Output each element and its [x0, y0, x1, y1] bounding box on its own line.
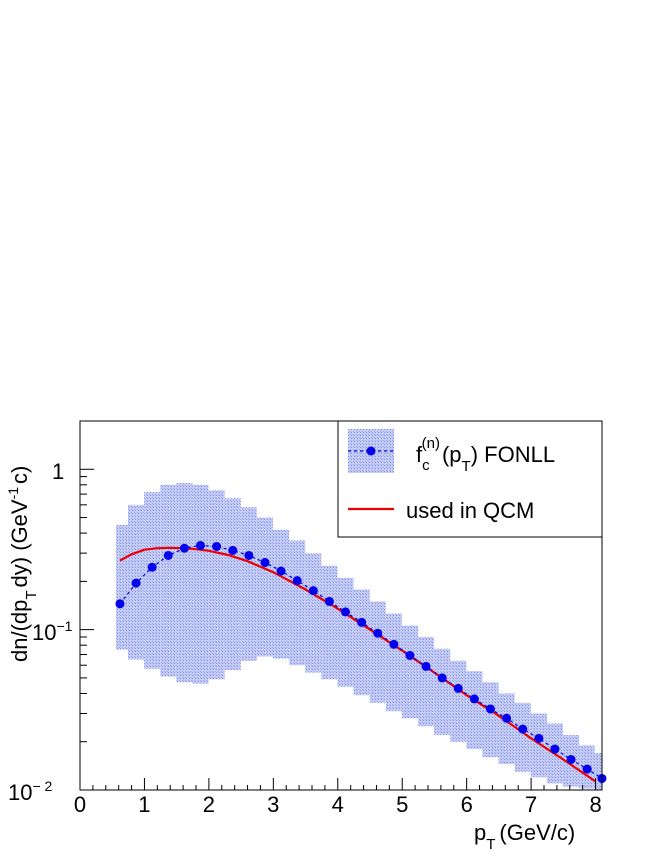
- band-bin: [240, 507, 257, 661]
- data-point: [212, 541, 222, 551]
- x-tick-label: 1: [138, 792, 150, 817]
- data-point: [260, 558, 270, 568]
- y-axis-title: dn/(dpTdy) (GeV-1c): [5, 466, 40, 662]
- band-bin: [208, 490, 225, 680]
- band-bin: [273, 529, 290, 659]
- x-axis-title: pT (GeV/c): [474, 820, 575, 853]
- data-point: [453, 683, 463, 693]
- x-tick-label: 3: [267, 792, 279, 817]
- band-bin: [192, 484, 209, 684]
- band-bin: [116, 524, 129, 650]
- data-point: [534, 733, 544, 743]
- data-point: [405, 650, 415, 660]
- data-point: [308, 586, 318, 596]
- fonll-points: [115, 540, 607, 783]
- data-point: [518, 724, 528, 734]
- x-tick-label: 4: [332, 792, 344, 817]
- legend-item-qcm: used in QCM: [348, 498, 534, 523]
- band-bin: [305, 553, 322, 673]
- y-tick-label-0.01: 10− 2: [8, 778, 53, 805]
- data-point: [341, 607, 351, 617]
- data-point: [276, 566, 286, 576]
- x-tick-label: 5: [396, 792, 408, 817]
- band-bin: [385, 613, 402, 712]
- band-bin: [160, 484, 177, 677]
- band-bin: [401, 625, 419, 719]
- y-tick-exponent: − 2: [32, 778, 52, 794]
- data-point: [437, 673, 447, 683]
- band-bin: [176, 483, 193, 683]
- legend-marker: [366, 446, 376, 456]
- y-tick-labels: 1 10−1 10− 2: [8, 459, 73, 805]
- data-point: [486, 704, 496, 714]
- data-point: [469, 694, 479, 704]
- data-point: [292, 576, 302, 586]
- y-tick-exponent: −1: [56, 618, 72, 634]
- data-point: [421, 661, 431, 671]
- y-tick-label-1: 1: [52, 459, 64, 484]
- band-bin: [498, 693, 515, 765]
- band-bin: [353, 589, 370, 696]
- x-tick-label: 8: [589, 792, 601, 817]
- band-bin: [466, 671, 483, 750]
- legend-label-fonll: fc(n)(pT) FONLL: [416, 435, 555, 475]
- x-tick-label: 2: [203, 792, 215, 817]
- legend-label-qcm: used in QCM: [406, 498, 534, 523]
- data-point: [196, 540, 206, 550]
- band-bin: [434, 648, 451, 736]
- band-bin: [256, 517, 274, 657]
- data-point: [566, 754, 576, 764]
- legend: fc(n)(pT) FONLL used in QCM: [337, 420, 603, 538]
- x-tick-label: 0: [74, 792, 86, 817]
- band-bin: [289, 540, 306, 666]
- legend-item-fonll: fc(n)(pT) FONLL: [348, 429, 555, 475]
- data-point: [179, 543, 189, 553]
- fonll-uncertainty-band: [116, 483, 602, 790]
- data-point: [389, 639, 399, 649]
- band-bin: [450, 660, 467, 742]
- band-bin: [514, 702, 531, 772]
- x-tick-labels: 0 1 2 3 4 5 6 7 8: [74, 792, 602, 817]
- band-bin: [594, 753, 602, 790]
- data-point: [550, 744, 560, 754]
- band-bin: [482, 682, 499, 758]
- band-bin: [144, 492, 161, 669]
- band-bin: [337, 577, 354, 687]
- band-bin: [530, 713, 547, 778]
- band-bin: [418, 636, 435, 727]
- data-point: [147, 562, 157, 572]
- data-point: [502, 713, 512, 723]
- data-point: [373, 628, 383, 638]
- x-tick-label: 6: [461, 792, 473, 817]
- data-point: [357, 617, 367, 627]
- y-tick-label-0.1: 10−1: [32, 618, 73, 645]
- data-point: [582, 764, 592, 774]
- data-point: [228, 545, 238, 555]
- axis-ticks: [79, 420, 597, 791]
- data-point: [163, 550, 173, 560]
- x-tick-label: 7: [525, 792, 537, 817]
- data-point: [324, 596, 334, 606]
- band-bin: [369, 601, 386, 703]
- band-bin: [224, 498, 241, 671]
- band-bin: [321, 565, 338, 680]
- data-point: [131, 578, 141, 588]
- data-point: [244, 550, 254, 560]
- data-point: [115, 599, 125, 609]
